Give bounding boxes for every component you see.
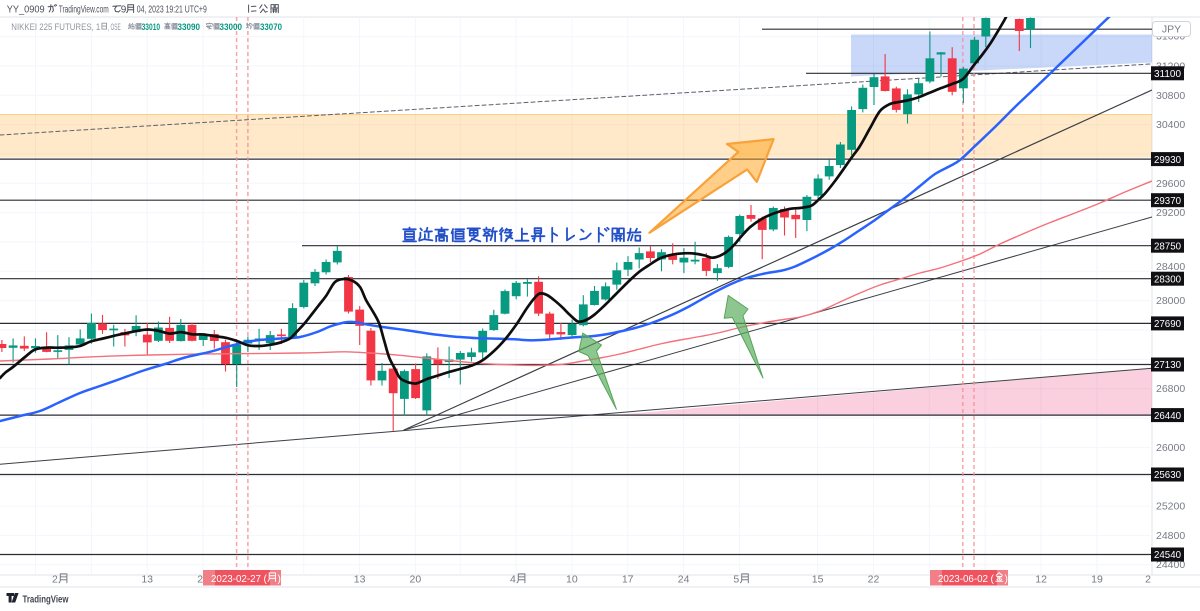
svg-text:(: (: [991, 574, 995, 585]
svg-text:12: 12: [1035, 574, 1047, 586]
svg-text:26800: 26800: [1156, 383, 1185, 395]
svg-text:(: (: [264, 574, 268, 585]
svg-text:19: 19: [1091, 574, 1103, 586]
svg-text:30800: 30800: [1156, 90, 1185, 102]
svg-text:, OSE: , OSE: [108, 22, 121, 33]
svg-text:29600: 29600: [1156, 178, 1185, 190]
svg-text:33000: 33000: [220, 22, 243, 33]
svg-text:28750: 28750: [1154, 240, 1181, 252]
svg-text:): ): [1005, 574, 1008, 585]
svg-text:25630: 25630: [1154, 469, 1181, 481]
svg-text:29370: 29370: [1154, 195, 1181, 207]
svg-text:24800: 24800: [1156, 530, 1185, 542]
svg-text:20: 20: [410, 574, 422, 586]
svg-text:JPY: JPY: [1162, 24, 1181, 36]
svg-text:24540: 24540: [1154, 549, 1181, 561]
svg-text:22: 22: [868, 574, 880, 586]
svg-text:9: 9: [121, 5, 127, 16]
svg-text:10: 10: [566, 574, 578, 586]
svg-text:28400: 28400: [1156, 261, 1185, 273]
svg-text:29200: 29200: [1156, 207, 1185, 219]
svg-text:26440: 26440: [1154, 410, 1181, 422]
svg-text:26000: 26000: [1156, 442, 1185, 454]
svg-text:13: 13: [354, 574, 366, 586]
svg-text:2: 2: [1145, 574, 1151, 586]
svg-text:33090: 33090: [178, 22, 201, 33]
svg-text:31100: 31100: [1154, 68, 1181, 80]
svg-text:25200: 25200: [1156, 501, 1185, 513]
svg-text:30400: 30400: [1156, 119, 1185, 131]
svg-text:2023-02-27: 2023-02-27: [211, 574, 261, 585]
svg-text:28300: 28300: [1154, 273, 1181, 285]
svg-text:33010: 33010: [142, 22, 161, 33]
svg-text:13: 13: [141, 574, 153, 586]
svg-text:NIKKEI 225 FUTURES, 1: NIKKEI 225 FUTURES, 1: [11, 22, 100, 33]
svg-text:17: 17: [622, 574, 634, 586]
svg-text:4: 4: [510, 574, 516, 586]
svg-text:): ): [278, 574, 281, 585]
svg-text:5: 5: [733, 574, 739, 586]
svg-text:15: 15: [812, 574, 824, 586]
svg-text:YY_0909: YY_0909: [7, 5, 45, 16]
svg-text:29930: 29930: [1154, 154, 1181, 166]
svg-text:2: 2: [52, 574, 58, 586]
svg-text:33070: 33070: [260, 22, 282, 33]
svg-text:27690: 27690: [1154, 318, 1181, 330]
svg-text:24: 24: [678, 574, 690, 586]
svg-text:TradingView.com: TradingView.com: [59, 5, 109, 16]
svg-text:24400: 24400: [1156, 559, 1185, 571]
svg-text:TradingView: TradingView: [23, 594, 70, 606]
svg-text:04, 2023 19:21 UTC+9: 04, 2023 19:21 UTC+9: [137, 5, 207, 16]
svg-text:27130: 27130: [1154, 359, 1181, 371]
svg-text:2023-06-02: 2023-06-02: [938, 574, 988, 585]
svg-text:28000: 28000: [1156, 295, 1185, 307]
